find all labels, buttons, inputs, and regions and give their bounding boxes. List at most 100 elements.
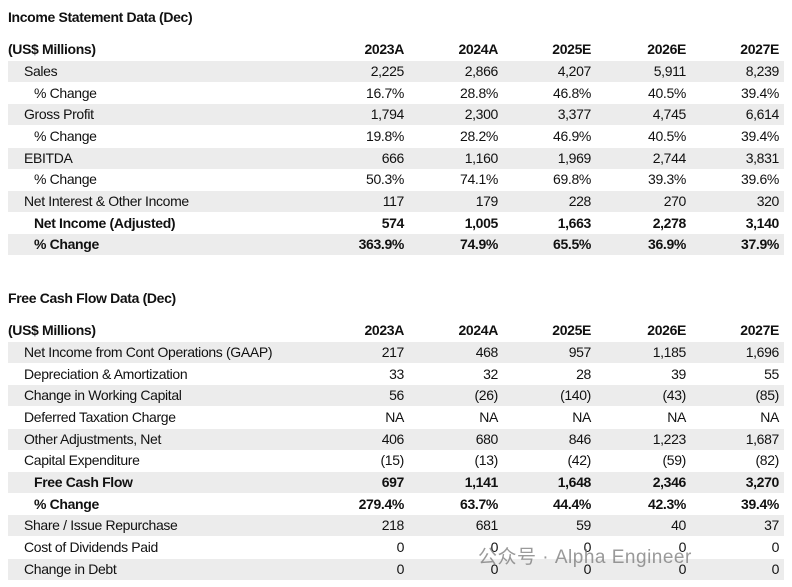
cell-value: (43) <box>662 387 687 404</box>
cell-value: 16.7% <box>366 84 404 101</box>
cell-value: 33 <box>389 365 404 382</box>
cell-value: 4,745 <box>652 106 687 123</box>
cell-value: 279.4% <box>358 495 405 512</box>
row-band <box>8 61 784 82</box>
cell-value: (26) <box>474 387 499 404</box>
row-band <box>8 234 784 256</box>
cell-value: 4,207 <box>557 63 592 79</box>
cell-value: 32 <box>483 365 498 382</box>
cell-value: 468 <box>475 344 499 360</box>
cell-value: 574 <box>381 214 405 231</box>
cell-value: 69.8% <box>553 171 591 188</box>
cell-value: 0 <box>678 538 687 555</box>
row-band <box>8 515 784 537</box>
cell-value: 39.4% <box>741 84 779 101</box>
cell-value: 6,614 <box>745 106 780 123</box>
cell-value: 363.9% <box>358 236 405 253</box>
cell-value: 1,648 <box>557 473 592 490</box>
cell-value: 37 <box>764 517 779 534</box>
cell-value: 3,831 <box>745 149 780 166</box>
cell-value: 59 <box>576 517 591 534</box>
cell-value: 228 <box>568 192 592 209</box>
column-header: 2023A <box>364 322 404 338</box>
cell-value: 39 <box>671 365 686 382</box>
cell-value: 39.3% <box>648 171 686 188</box>
cell-value: 50.3% <box>366 171 404 188</box>
cell-value: 2,278 <box>652 214 687 231</box>
watermark: 公众号 · Alpha Engineer <box>478 547 692 568</box>
cell-value: 2,225 <box>370 63 405 79</box>
cell-value: 1,160 <box>464 149 499 166</box>
cell-value: NA <box>385 408 404 425</box>
cell-value: 179 <box>475 192 499 209</box>
cell-value: 65.5% <box>553 236 591 253</box>
cell-value: 0 <box>771 538 780 555</box>
column-header: 2025E <box>552 322 591 338</box>
row-label: Gross Profit <box>24 106 94 123</box>
section-title: Free Cash Flow Data (Dec) <box>8 290 176 306</box>
cell-value: (42) <box>567 452 592 469</box>
cell-value: 1,005 <box>464 214 499 231</box>
cell-value: 957 <box>568 344 592 360</box>
cell-value: 846 <box>568 430 592 447</box>
cell-value: 1,969 <box>557 149 592 166</box>
cell-value: 218 <box>381 517 405 534</box>
row-label: Cost of Dividends Paid <box>24 538 158 555</box>
cell-value: (82) <box>755 452 780 469</box>
cell-value: 28.8% <box>460 84 498 101</box>
cell-value: 2,744 <box>652 149 687 166</box>
cell-value: 3,377 <box>557 106 592 123</box>
cell-value: (59) <box>662 452 687 469</box>
cell-value: 0 <box>396 538 405 555</box>
cell-value: 56 <box>389 387 404 404</box>
cell-value: 1,696 <box>745 344 780 360</box>
row-band <box>8 428 784 450</box>
cell-value: 44.4% <box>553 495 591 512</box>
cell-value: 19.8% <box>366 127 404 144</box>
cell-value: (85) <box>755 387 780 404</box>
row-band <box>8 147 784 169</box>
header-label: (US$ Millions) <box>8 322 96 338</box>
section-title: Income Statement Data (Dec) <box>8 9 193 25</box>
cell-value: 74.9% <box>460 236 498 253</box>
cell-value: 3,270 <box>745 473 780 490</box>
column-header: 2027E <box>740 41 779 57</box>
row-label: Free Cash Flow <box>34 473 133 490</box>
row-label: % Change <box>34 127 97 144</box>
cell-value: NA <box>760 408 779 425</box>
cell-value: 1,141 <box>464 473 499 490</box>
row-label: Net Income from Cont Operations (GAAP) <box>24 344 273 360</box>
cell-value: 666 <box>381 149 405 166</box>
row-label: Depreciation & Amortization <box>24 365 188 382</box>
cell-value: NA <box>479 408 498 425</box>
cell-value: 46.8% <box>553 84 591 101</box>
cell-value: 5,911 <box>653 63 687 79</box>
cell-value: 1,794 <box>370 106 405 123</box>
cell-value: 1,223 <box>652 430 687 447</box>
cell-value: NA <box>572 408 591 425</box>
cell-value: 28 <box>576 365 591 382</box>
cell-value: 28.2% <box>460 127 498 144</box>
cell-value: 0 <box>583 538 592 555</box>
cell-value: 697 <box>381 473 405 490</box>
column-header: 2027E <box>740 322 779 338</box>
cell-value: 40.5% <box>648 84 686 101</box>
cell-value: 270 <box>663 192 687 209</box>
column-header: 2024A <box>458 322 498 338</box>
cell-value: 37.9% <box>741 236 779 253</box>
cell-value: NA <box>667 408 686 425</box>
cell-value: (140) <box>560 387 591 404</box>
cell-value: 46.9% <box>553 127 591 144</box>
cell-value: 2,346 <box>652 473 687 490</box>
cell-value: 40 <box>671 517 686 534</box>
row-label: % Change <box>34 495 99 512</box>
column-header: 2025E <box>552 41 591 57</box>
cell-value: 320 <box>756 192 780 209</box>
row-label: Capital Expenditure <box>24 452 140 469</box>
cell-value: 74.1% <box>460 171 498 188</box>
cell-value: 2,300 <box>464 106 499 123</box>
column-header: 2026E <box>647 41 686 57</box>
cell-value: (15) <box>380 452 405 469</box>
cell-value: 1,687 <box>745 430 780 447</box>
